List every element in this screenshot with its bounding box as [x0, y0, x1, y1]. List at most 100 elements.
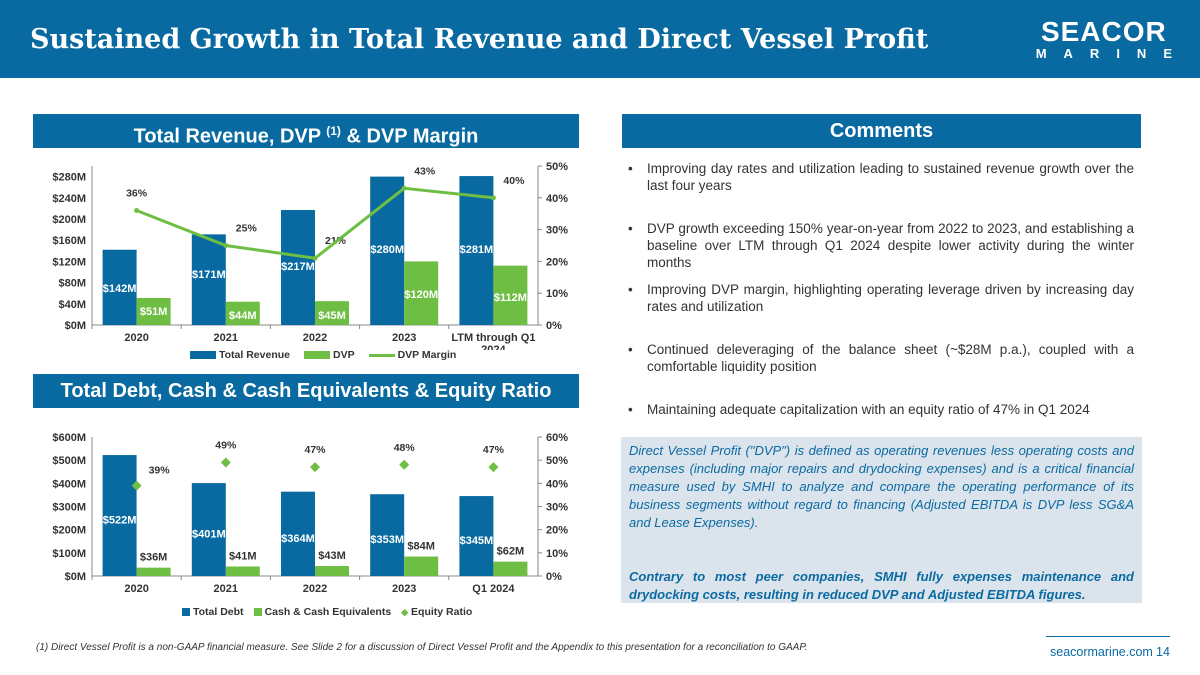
percent-label: 40% [503, 175, 525, 187]
legend-cash: Cash & Cash Equivalents [253, 606, 391, 618]
data-label: $522M [103, 515, 137, 527]
bar-total-debt [459, 496, 494, 576]
bar-total-revenue [191, 234, 226, 325]
left-tick-label: $100M [52, 548, 86, 560]
bar-total-debt [191, 483, 226, 576]
x-tick-label: 2022 [303, 583, 327, 595]
right-tick-label: 0% [546, 320, 562, 332]
chart1-legend: Total Revenue DVP DVP Margin [190, 349, 456, 361]
x-tick-label: 2022 [303, 332, 327, 344]
right-tick-label: 60% [546, 432, 568, 444]
left-tick-label: $400M [52, 478, 86, 490]
data-label: $112M [494, 292, 527, 304]
left-tick-label: $200M [52, 214, 86, 226]
bar-dvp [225, 301, 260, 325]
bar-cash-cash-equivalents [493, 561, 528, 576]
data-label: $43M [318, 550, 346, 562]
data-label: $62M [497, 546, 525, 558]
header-bar: Sustained Growth in Total Revenue and Di… [0, 0, 1200, 78]
data-label: $84M [407, 541, 435, 553]
x-tick-label: LTM through Q1 [451, 332, 535, 344]
bar-cash-cash-equivalents [404, 556, 439, 576]
x-tick-label: Q1 2024 [472, 583, 515, 595]
bar-cash-cash-equivalents [136, 567, 171, 576]
data-label: $41M [229, 551, 257, 563]
x-tick-label: 2020 [124, 583, 148, 595]
seacor-marine-logo: SEACOR MARINE [1035, 16, 1189, 62]
left-tick-label: $200M [52, 525, 86, 537]
right-tick-label: 0% [546, 571, 562, 583]
data-label: $36M [140, 552, 168, 564]
data-label: $353M [370, 534, 404, 546]
footnote: (1) Direct Vessel Profit is a non-GAAP f… [36, 642, 808, 653]
revenue-dvp-chart: $0M $40M $80M $120M $160M $200M $240M $280M 0% 10… [52, 161, 568, 350]
data-label: $142M [103, 283, 137, 295]
chart2-header: Total Debt, Cash & Cash Equivalents & Eq… [33, 374, 579, 408]
percent-label: 49% [215, 439, 237, 451]
left-tick-label: $0M [65, 571, 86, 583]
equity-ratio-marker [131, 480, 142, 491]
dvp-definition-box: Direct Vessel Profit ("DVP") is defined … [621, 437, 1142, 603]
bar-total-debt [102, 455, 137, 576]
debt-cash-chart: $0M $100M $200M $300M $400M $500M $600M 0% 10% 20… [52, 432, 568, 595]
percent-label: 39% [149, 465, 171, 477]
equity-ratio-marker [399, 459, 410, 470]
left-tick-label: $40M [58, 299, 86, 311]
comments-header: Comments [622, 114, 1141, 148]
page-number: 14 [1156, 645, 1170, 659]
legend-total-revenue: Total Revenue [190, 349, 290, 361]
right-tick-label: 10% [546, 288, 568, 300]
bar-total-debt [281, 491, 315, 576]
x-tick-label: 2023 [392, 583, 416, 595]
x-tick-label: 2023 [392, 332, 416, 344]
data-label: $44M [229, 310, 257, 322]
left-tick-label: $300M [52, 502, 86, 514]
equity-ratio-marker [220, 457, 231, 468]
chart2-legend: Total Debt Cash & Cash Equivalents ◆ Equ… [182, 606, 472, 618]
comments-list: Improving day rates and utilization lead… [628, 160, 1134, 418]
right-tick-label: 50% [546, 161, 568, 173]
right-tick-label: 20% [546, 525, 568, 537]
data-label: $171M [192, 269, 226, 281]
bar-dvp [315, 301, 349, 325]
left-tick-label: $0M [65, 320, 86, 332]
dvp-margin-line [136, 186, 494, 260]
legend-equity-ratio: ◆ Equity Ratio [401, 606, 473, 618]
comment-item: Continued deleveraging of the balance sh… [628, 341, 1134, 401]
website-link[interactable]: seacormarine.com [1050, 645, 1153, 659]
legend-dvp: DVP [304, 349, 355, 361]
bar-cash-cash-equivalents [225, 566, 260, 576]
percent-label: 48% [394, 442, 416, 454]
bar-cash-cash-equivalents [315, 566, 349, 576]
bar-dvp [404, 261, 439, 325]
data-label: $280M [370, 244, 404, 256]
bar-total-revenue [102, 249, 137, 325]
equity-ratio-marker [310, 462, 320, 473]
right-tick-label: 30% [546, 225, 568, 237]
right-tick-label: 50% [546, 455, 568, 467]
footer-divider [1046, 636, 1170, 637]
data-label: $120M [404, 289, 438, 301]
data-label: $364M [281, 533, 315, 545]
x-tick-label: 2020 [124, 332, 148, 344]
data-label: $401M [192, 529, 226, 541]
bar-total-debt [370, 494, 405, 576]
left-tick-label: $160M [52, 235, 86, 247]
data-label: $217M [281, 261, 315, 273]
percent-label: 43% [414, 165, 436, 177]
right-tick-label: 20% [546, 256, 568, 268]
right-tick-label: 40% [546, 478, 568, 490]
percent-label: 36% [126, 188, 148, 200]
right-tick-label: 30% [546, 502, 568, 514]
comment-item: Improving day rates and utilization lead… [628, 160, 1134, 220]
data-label: $45M [318, 310, 346, 322]
x-tick-label: 2021 [214, 332, 238, 344]
left-tick-label: $280M [52, 172, 86, 184]
bar-dvp [136, 297, 171, 325]
right-tick-label: 10% [546, 548, 568, 560]
bar-total-revenue [281, 209, 315, 325]
percent-label: 25% [236, 223, 258, 235]
data-label: $281M [460, 244, 494, 256]
x-tick-label: 2021 [214, 583, 238, 595]
data-label: $345M [460, 535, 494, 547]
